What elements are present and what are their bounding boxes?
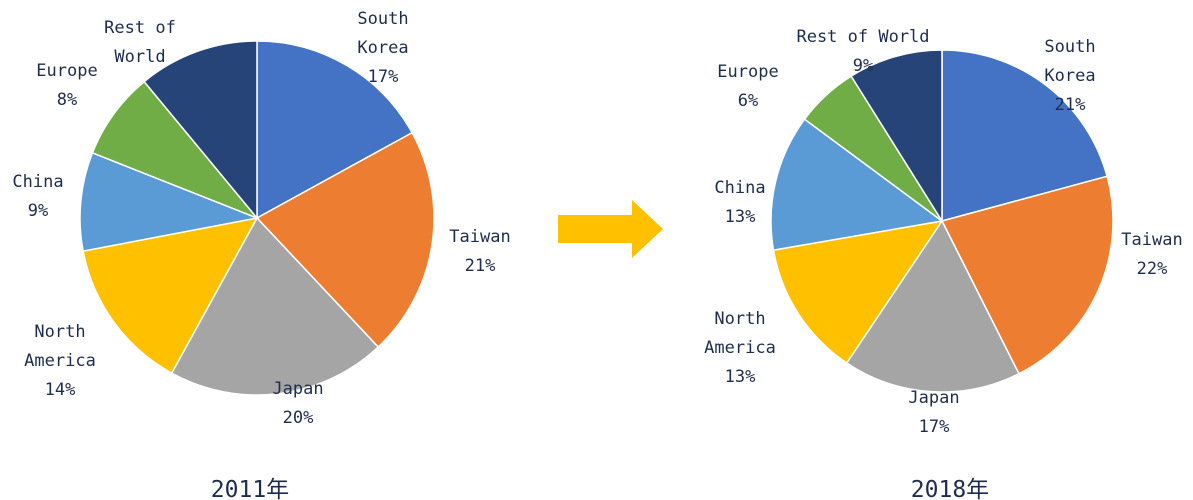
- pie-slice: [770, 118, 944, 251]
- slice-label: Taiwan 22%: [1107, 226, 1193, 284]
- value-label: 22%: [1136, 259, 1168, 279]
- value-label: 6%: [737, 91, 759, 111]
- category-label: Rest of World: [104, 18, 176, 67]
- slice-label: Japan 17%: [889, 384, 979, 442]
- value-label: 17%: [367, 67, 399, 87]
- category-label: South Korea: [357, 9, 409, 58]
- slice-label: Europe 8%: [27, 57, 107, 115]
- value-label: 8%: [56, 90, 78, 110]
- value-label: 13%: [724, 367, 756, 387]
- slice-label: South Korea 21%: [1035, 33, 1105, 120]
- pie-slice: [143, 40, 258, 221]
- pie-slice: [850, 49, 943, 224]
- value-label: 14%: [44, 380, 76, 400]
- pie-slice: [772, 219, 944, 365]
- slice-label: Rest of World: [100, 14, 180, 72]
- category-label: Taiwan: [1121, 230, 1183, 250]
- pie-slice: [255, 131, 435, 349]
- chart-title: 2018年: [910, 477, 990, 500]
- slice-label: North America 14%: [15, 318, 105, 405]
- pie-slice: [845, 219, 1020, 393]
- category-label: Europe: [717, 62, 779, 82]
- slice-label: Europe 6%: [708, 58, 788, 116]
- category-label: South Korea: [1044, 37, 1096, 86]
- pie-slice: [79, 151, 260, 253]
- value-label: 17%: [918, 417, 950, 437]
- slice-label: North America 13%: [695, 305, 785, 392]
- category-label: China: [12, 172, 64, 192]
- value-label: 21%: [464, 256, 496, 276]
- arrow: [558, 200, 663, 258]
- category-label: North America: [24, 322, 96, 371]
- category-label: Europe: [36, 61, 98, 81]
- pie-slice: [940, 175, 1114, 375]
- category-label: Taiwan: [449, 227, 511, 247]
- pie-slice: [170, 216, 380, 396]
- slice-label: South Korea 17%: [348, 5, 418, 92]
- pie-slice: [256, 40, 414, 220]
- category-label: China: [714, 178, 766, 198]
- pie-slice: [91, 80, 258, 219]
- value-label: 9%: [27, 201, 49, 221]
- value-label: 20%: [282, 408, 314, 428]
- pie-slice: [941, 49, 1108, 222]
- value-label: 9%: [852, 56, 874, 76]
- slice-label: China 13%: [700, 174, 780, 232]
- slice-label: China 9%: [0, 168, 78, 226]
- slice-label: Japan 20%: [253, 375, 343, 433]
- value-label: 21%: [1054, 95, 1086, 115]
- category-label: Rest of World: [796, 27, 930, 47]
- slice-label: Taiwan 21%: [435, 223, 525, 281]
- value-label: 13%: [724, 207, 756, 227]
- pie-slice: [82, 216, 259, 375]
- category-label: North America: [704, 309, 776, 358]
- slice-label: Rest of World 9%: [783, 23, 943, 81]
- chart-title: 2011年: [210, 477, 290, 500]
- category-label: Japan: [272, 379, 324, 399]
- category-label: Japan: [908, 388, 960, 408]
